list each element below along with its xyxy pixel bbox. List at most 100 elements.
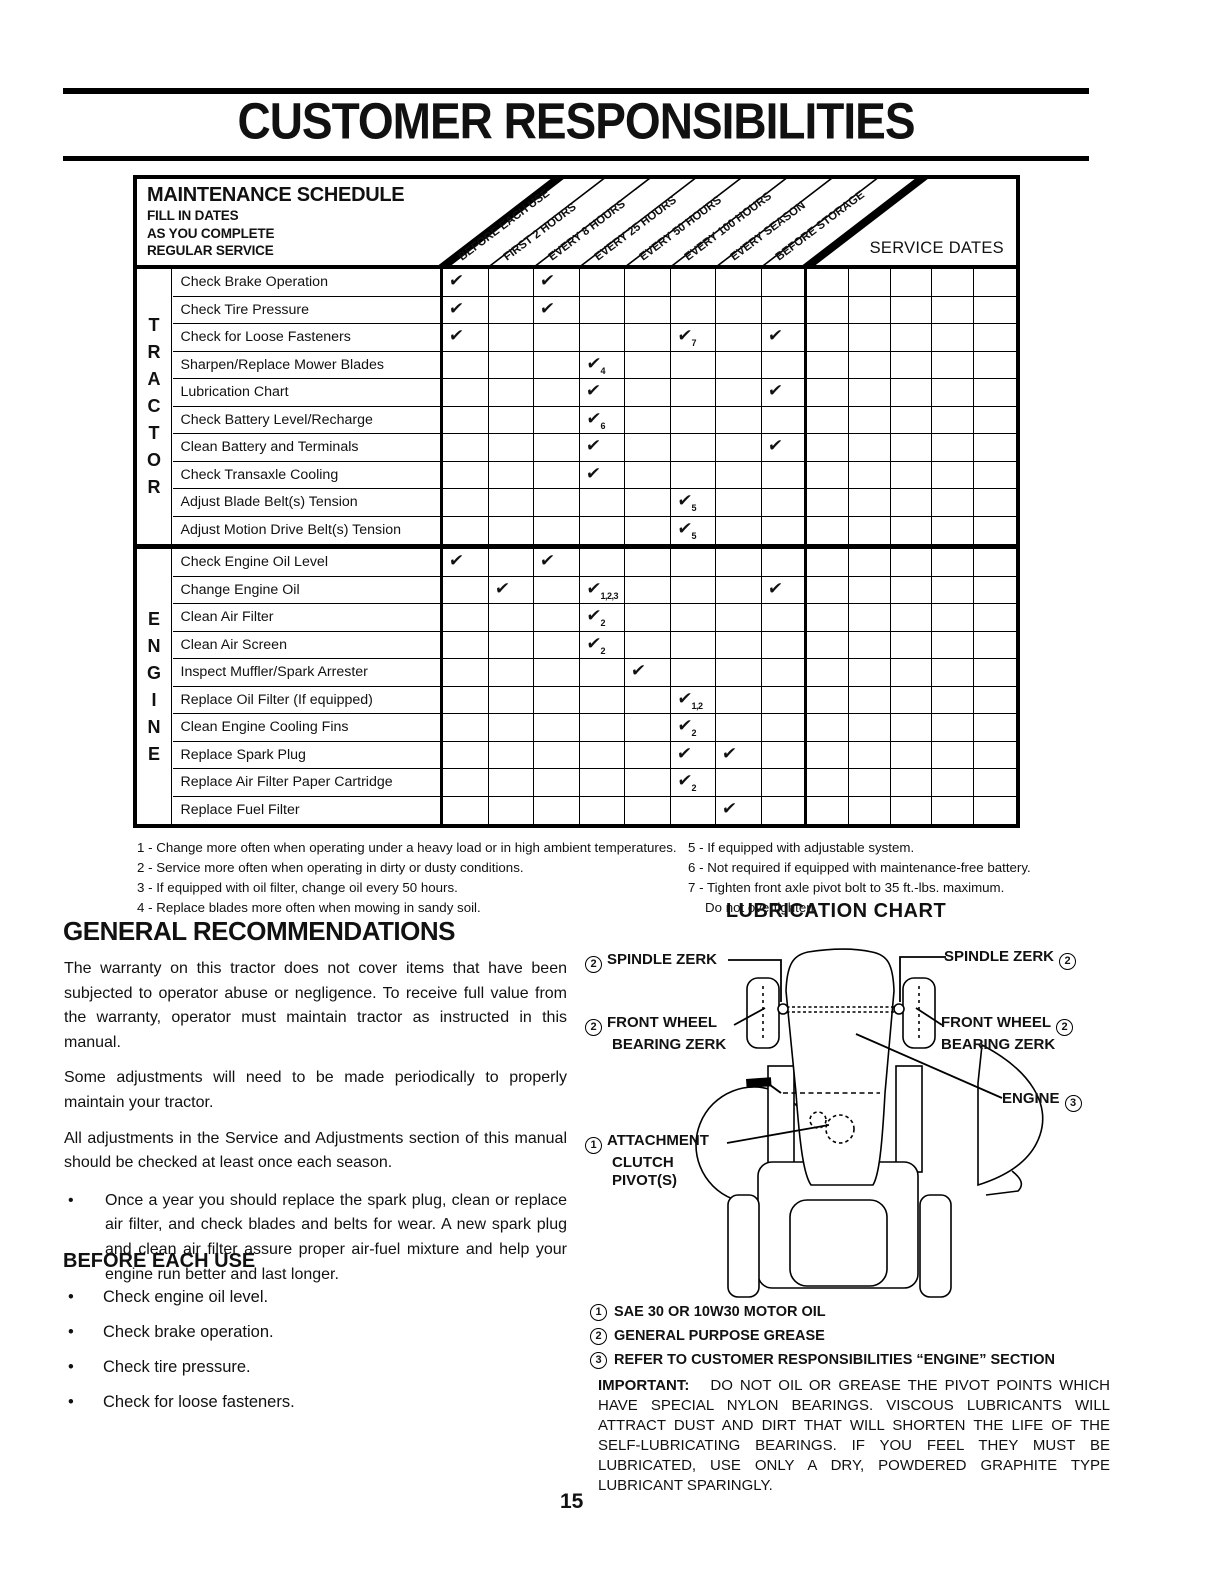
interval-cell bbox=[716, 434, 762, 462]
column-header: EVERY 50 HOURS bbox=[638, 194, 725, 263]
service-date-cell bbox=[932, 549, 975, 577]
tractor-rows: Check Brake Operation ✔ ✔ Check Tire Pressu… bbox=[172, 269, 1017, 545]
section-letter: N bbox=[147, 635, 161, 656]
service-date-cell bbox=[890, 406, 933, 434]
left-running-board bbox=[767, 1065, 795, 1173]
check-mark: ✔ bbox=[538, 551, 556, 571]
task-label: Clean Air Filter bbox=[172, 604, 443, 632]
legend-item: 2 GENERAL PURPOSE GREASE bbox=[590, 1324, 1055, 1348]
table-row: Change Engine Oil ✔ ✔1,2,3 ✔ bbox=[172, 576, 1017, 604]
service-date-cell bbox=[807, 714, 849, 742]
interval-cell bbox=[443, 576, 489, 604]
interval-cell bbox=[489, 796, 534, 824]
service-date-cell bbox=[974, 489, 1016, 517]
service-date-cell bbox=[974, 604, 1016, 632]
interval-cell bbox=[716, 351, 762, 379]
service-date-cell bbox=[848, 324, 891, 352]
service-date-cell bbox=[807, 324, 849, 352]
table-row: Clean Air Filter ✔2 bbox=[172, 604, 1017, 632]
interval-cell bbox=[716, 406, 762, 434]
section-letter: O bbox=[146, 450, 161, 470]
interval-cell: ✔ bbox=[761, 576, 807, 604]
leader-spindle-left bbox=[728, 959, 782, 1002]
table-row: Check Tire Pressure ✔ ✔ bbox=[172, 296, 1017, 324]
interval-cell bbox=[579, 324, 625, 352]
interval-cell bbox=[762, 796, 807, 824]
interval-cell bbox=[443, 406, 489, 434]
check-mark: ✔ bbox=[720, 798, 738, 819]
interval-cell bbox=[443, 379, 489, 407]
footnote: 1 - Change more often when operating und… bbox=[137, 840, 677, 855]
service-date-cell bbox=[974, 797, 1016, 825]
service-date-cell bbox=[848, 604, 891, 632]
task-label: Check Battery Level/Recharge bbox=[172, 406, 443, 434]
service-date-cell bbox=[890, 296, 933, 324]
interval-cell bbox=[761, 296, 807, 324]
left-rear-wheel bbox=[727, 1194, 760, 1298]
interval-cell bbox=[625, 796, 671, 824]
service-date-cell bbox=[890, 604, 933, 632]
service-date-cell bbox=[932, 631, 975, 659]
interval-cell bbox=[761, 549, 807, 577]
interval-cell bbox=[761, 686, 807, 714]
check-mark: ✔ bbox=[447, 271, 465, 291]
service-date-cell bbox=[932, 686, 975, 714]
check-mark: ✔1,2,3 bbox=[583, 577, 620, 604]
service-date-cell bbox=[974, 297, 1016, 324]
schedule-subtitle: FILL IN DATES bbox=[147, 208, 239, 223]
section-letter: A bbox=[147, 369, 161, 389]
task-label: Clean Battery and Terminals bbox=[172, 434, 443, 462]
service-date-cell bbox=[932, 604, 975, 632]
bullet-glyph: • bbox=[68, 1323, 74, 1341]
spindle-zerk-label-right: SPINDLE ZERK 2 bbox=[944, 948, 1077, 970]
task-label: Replace Spark Plug bbox=[172, 741, 443, 769]
interval-cell: ✔ bbox=[443, 549, 489, 577]
task-label: Replace Oil Filter (If equipped) bbox=[172, 686, 443, 714]
interval-cell bbox=[716, 714, 762, 742]
interval-cell: ✔ bbox=[625, 659, 671, 687]
task-label: Check Brake Operation bbox=[172, 269, 443, 297]
interval-cell bbox=[488, 714, 534, 742]
service-date-cell bbox=[890, 549, 933, 577]
table-row: Inspect Muffler/Spark Arrester ✔ bbox=[172, 659, 1017, 687]
table-row: Replace Air Filter Paper Cartridge ✔2 bbox=[172, 769, 1017, 797]
interval-cell: ✔4 bbox=[579, 351, 625, 379]
service-date-cell bbox=[848, 631, 891, 659]
footnote: 5 - If equipped with adjustable system. bbox=[688, 840, 915, 855]
interval-cell bbox=[488, 604, 534, 632]
service-date-cell bbox=[974, 324, 1016, 352]
interval-cell bbox=[488, 379, 534, 407]
interval-cell bbox=[488, 461, 534, 489]
check-mark: ✔5 bbox=[674, 517, 698, 545]
interval-cell: ✔1,2,3 bbox=[579, 576, 625, 604]
checklist-item: • Check engine oil level. bbox=[68, 1280, 295, 1315]
legend-text: REFER TO CUSTOMER RESPONSIBILITIES “ENGI… bbox=[614, 1352, 1055, 1368]
interval-cell bbox=[670, 406, 716, 434]
interval-cell bbox=[488, 659, 534, 687]
interval-cell bbox=[625, 461, 671, 489]
service-date-cell bbox=[890, 351, 933, 379]
engine-rows: Check Engine Oil Level ✔ ✔ Change Engine Oi… bbox=[172, 549, 1017, 825]
table-row: Lubrication Chart ✔ ✔ bbox=[172, 379, 1017, 407]
interval-cell bbox=[625, 741, 671, 769]
interval-cell bbox=[716, 604, 762, 632]
service-date-cell bbox=[807, 269, 849, 297]
interval-cell bbox=[625, 351, 671, 379]
circled-number: 3 bbox=[590, 1351, 607, 1369]
interval-cell bbox=[670, 351, 716, 379]
service-date-cell bbox=[974, 632, 1016, 659]
interval-cell bbox=[443, 796, 489, 824]
interval-cell: ✔2 bbox=[670, 769, 716, 797]
interval-cell bbox=[670, 604, 716, 632]
interval-cell bbox=[716, 516, 762, 544]
table-row: Check Engine Oil Level ✔ ✔ bbox=[172, 549, 1017, 577]
interval-cell bbox=[625, 604, 671, 632]
interval-cell bbox=[534, 351, 580, 379]
column-header: EVERY 8 HOURS bbox=[547, 198, 628, 264]
service-date-cell bbox=[890, 741, 933, 769]
task-label: Sharpen/Replace Mower Blades bbox=[172, 351, 443, 379]
interval-cell bbox=[625, 769, 671, 797]
check-mark: ✔1,2 bbox=[674, 687, 705, 714]
service-date-cell bbox=[932, 516, 975, 544]
